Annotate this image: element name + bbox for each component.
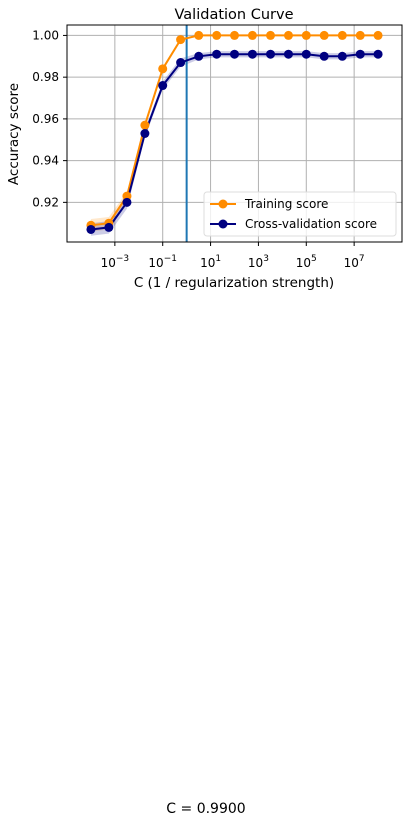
series-points	[86, 30, 383, 234]
legend-entry-training: Training score	[210, 197, 328, 211]
training-score-point	[122, 191, 132, 201]
cross-validation-score-point	[158, 81, 168, 91]
cross-validation-score-point	[194, 51, 204, 61]
training-score-point	[158, 64, 168, 74]
training-score-point	[230, 30, 239, 40]
cross-validation-score-point	[212, 49, 222, 59]
training-score-point	[373, 30, 383, 40]
validation-curve-chart: 10−3 10−1 101 103 105 107 0.92 0.94 0.96 0.98 1.0…	[0, 0, 412, 300]
y-tick-label: 0.96	[32, 112, 59, 126]
training-score-point	[247, 30, 257, 40]
legend: Training score Cross-validation score	[203, 191, 397, 237]
x-tick-label: 101	[200, 254, 221, 270]
chart-title: Validation Curve	[175, 7, 294, 23]
cross-validation-score-point	[86, 224, 96, 234]
training-score-point	[194, 30, 204, 40]
y-axis-ticks: 0.92 0.94 0.96 0.98 1.00	[32, 28, 67, 209]
legend-entry-cross-validation: Cross-validation score	[210, 217, 377, 231]
y-tick-label: 0.92	[32, 195, 59, 209]
training-score-point	[176, 35, 186, 45]
y-tick-label: 0.98	[32, 70, 59, 84]
legend-cv-marker	[218, 219, 228, 229]
cross-validation-score-point	[176, 58, 186, 68]
training-score-point	[283, 30, 293, 40]
cross-validation-score-point	[104, 222, 114, 232]
training-score-point	[266, 30, 276, 40]
legend-cv-label: Cross-validation score	[245, 217, 377, 231]
training-score-point	[140, 120, 150, 130]
cross-validation-score-point	[373, 49, 383, 59]
plot-frame	[66, 24, 403, 243]
y-tick-label: 0.94	[32, 154, 59, 168]
x-tick-label: 103	[248, 254, 269, 270]
x-tick-label: 105	[296, 254, 317, 270]
training-score-point	[355, 30, 365, 40]
y-axis-label: Accuracy score	[6, 83, 22, 185]
y-tick-label: 1.00	[32, 28, 59, 42]
selected-c-caption: C = 0.9900	[166, 801, 246, 817]
x-tick-label: 10−1	[148, 254, 177, 270]
chart-svg: 10−3 10−1 101 103 105 107 0.92 0.94 0.96 0.98 1.0…	[6, 7, 403, 291]
cross-validation-score-point	[301, 49, 311, 59]
legend-box	[203, 191, 397, 237]
cross-validation-score-point	[337, 51, 347, 61]
cross-validation-score-point	[140, 129, 150, 138]
legend-training-marker	[218, 199, 228, 209]
x-axis-label: C (1 / regularization strength)	[134, 275, 334, 291]
training-score-point	[301, 30, 311, 40]
cross-validation-score-band	[90, 51, 379, 236]
training-score-point	[212, 30, 222, 40]
legend-training-label: Training score	[244, 197, 328, 211]
cross-validation-score-point	[122, 197, 132, 207]
cross-validation-score-point	[247, 49, 257, 59]
cross-validation-score-point	[355, 49, 365, 59]
x-tick-label: 10−3	[101, 254, 130, 270]
cross-validation-score-point	[283, 49, 293, 59]
x-tick-label: 107	[344, 254, 365, 270]
cross-validation-score-point	[230, 49, 239, 59]
cross-validation-score-point	[319, 51, 329, 61]
training-score-point	[337, 30, 347, 40]
training-score-point	[319, 30, 329, 40]
x-axis-ticks: 10−3 10−1 101 103 105 107	[101, 242, 365, 270]
cross-validation-score-point	[266, 49, 276, 59]
